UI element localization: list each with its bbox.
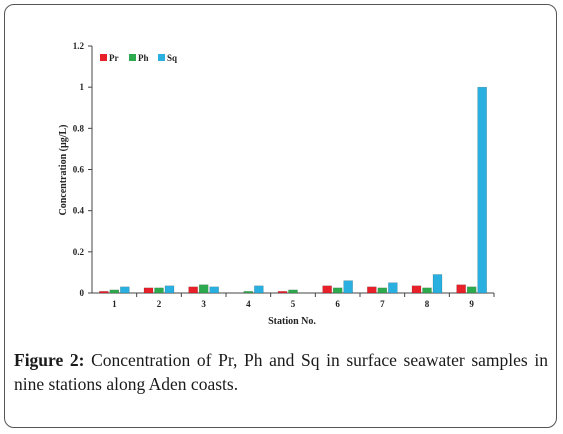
legend-swatch-sq [158,54,165,61]
legend-label-pr: Pr [109,53,119,63]
bar-pr-8 [411,285,422,294]
bar-sq-6 [343,280,353,294]
bar-ph-4 [243,291,254,294]
legend-swatch-pr [100,54,107,61]
bar-ph-3 [198,284,209,294]
bar-sq-2 [164,285,175,294]
y-tick-label: 0.6 [73,165,85,175]
figure-caption: Figure 2: Concentration of Pr, Ph and Sq… [14,348,548,396]
y-tick-label: 1 [80,82,85,92]
bar-ph-8 [422,287,432,294]
x-axis-title: Station No. [268,316,316,327]
bar-sq-1 [120,286,130,294]
bar-ph-2 [154,287,164,294]
x-tick-label: 2 [157,299,162,309]
x-tick-label: 1 [112,299,117,309]
x-tick-label: 7 [380,299,385,309]
x-tick-label: 6 [335,299,340,309]
bar-ph-9 [466,286,477,294]
bar-pr-1 [99,291,109,294]
y-tick-label: 0.4 [73,206,85,216]
bar-pr-5 [277,291,288,294]
bar-pr-2 [143,287,154,294]
x-tick-label: 9 [469,299,474,309]
bar-sq-3 [209,286,219,294]
bar-pr-3 [188,286,198,294]
bar-ph-1 [109,289,120,294]
bar-pr-7 [367,286,377,294]
y-tick-label: 0.2 [73,247,85,257]
bar-sq-7 [388,282,398,294]
x-tick-label: 8 [425,299,430,309]
caption-text: Concentration of Pr, Ph and Sq in surfac… [14,350,548,394]
x-tick-label: 3 [201,299,206,309]
y-tick-label: 1.2 [73,41,85,51]
bar-ph-7 [377,287,388,294]
legend-label-ph: Ph [138,53,149,63]
bar-ph-5 [288,289,298,294]
figure-label: Figure 2: [14,350,85,370]
bar-ph-6 [332,287,343,294]
x-tick-label: 5 [291,299,296,309]
y-tick-label: 0 [80,288,85,298]
bar-sq-4 [254,285,264,294]
figure-frame [4,4,557,428]
legend-label-sq: Sq [167,53,177,63]
x-tick-label: 4 [246,299,251,309]
bar-sq-8 [432,274,443,294]
bar-pr-9 [456,284,466,294]
y-axis-title: Concentration (µg/L) [58,124,69,215]
bar-sq-9 [477,86,487,294]
bar-pr-6 [322,285,332,294]
y-tick-label: 0.8 [73,123,85,133]
legend-swatch-ph [129,54,136,61]
